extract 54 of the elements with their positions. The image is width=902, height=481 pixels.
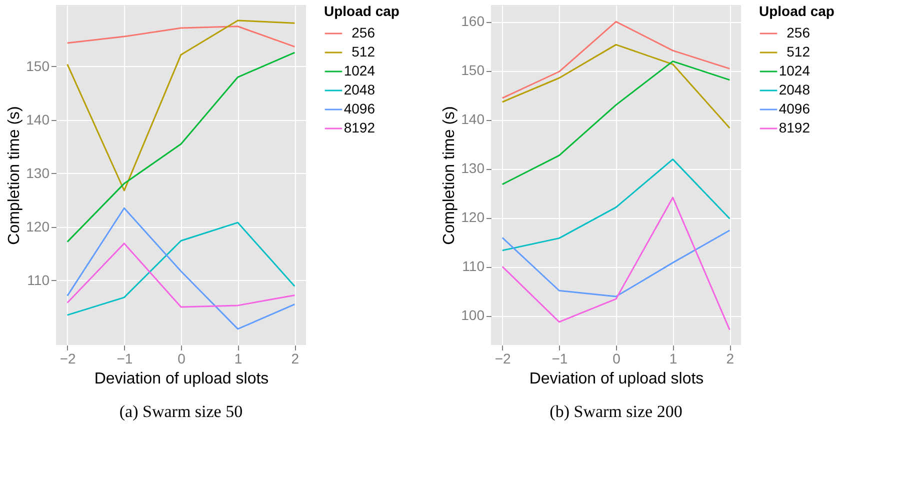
y-tick-label: 150 bbox=[461, 62, 485, 78]
x-tick-label: 0 bbox=[178, 350, 186, 366]
y-tick-label: 140 bbox=[26, 111, 50, 128]
x-tick-label: −2 bbox=[60, 350, 76, 366]
y-tick-label: 120 bbox=[461, 209, 485, 226]
legend-label: 256 bbox=[352, 24, 376, 40]
line-series bbox=[66, 52, 296, 243]
legend-label: 1024 bbox=[344, 62, 376, 78]
x-tick-label: 0 bbox=[612, 350, 621, 366]
y-tick-label: 110 bbox=[27, 272, 50, 288]
line-series bbox=[502, 44, 730, 129]
y-axis-title: Completion time (s) bbox=[441, 106, 458, 245]
line-series bbox=[502, 20, 730, 99]
x-axis-title: Deviation of upload slots bbox=[529, 370, 704, 388]
y-tick-label: 130 bbox=[26, 164, 50, 181]
legend-label: 8192 bbox=[778, 120, 810, 136]
x-axis-title: Deviation of upload slots bbox=[94, 370, 269, 388]
legend-label: 4096 bbox=[778, 100, 810, 116]
x-tick-label: 1 bbox=[234, 350, 242, 366]
x-tick-label: 1 bbox=[669, 350, 678, 366]
x-tick-label: −1 bbox=[116, 350, 133, 366]
legend-label: 2048 bbox=[344, 82, 376, 98]
text: (a) Swarm size 50 bbox=[119, 402, 243, 421]
legend-label: 2048 bbox=[778, 82, 810, 98]
legend-label: 4096 bbox=[344, 100, 376, 116]
legend-label: 256 bbox=[786, 24, 810, 40]
y-tick-label: 120 bbox=[26, 218, 50, 234]
line-series bbox=[502, 60, 730, 186]
legend-label: 512 bbox=[352, 44, 376, 60]
line-series bbox=[66, 20, 296, 192]
legend-title: Upload cap bbox=[324, 3, 400, 19]
y-tick-label: 150 bbox=[26, 58, 50, 74]
y-tick-label: 160 bbox=[461, 13, 485, 30]
line-series bbox=[502, 230, 730, 298]
line-series bbox=[66, 222, 296, 316]
legend-label: 8192 bbox=[344, 120, 376, 136]
x-tick-label: 2 bbox=[726, 350, 734, 366]
y-tick-label: 130 bbox=[461, 160, 485, 176]
legend-label: 512 bbox=[786, 44, 810, 60]
legend-label: 1024 bbox=[778, 62, 810, 78]
text: (b) Swarm size 200 bbox=[550, 402, 682, 421]
y-tick-label: 110 bbox=[462, 258, 485, 274]
line-series bbox=[66, 207, 296, 330]
line-series bbox=[502, 158, 730, 252]
y-tick-label: 140 bbox=[461, 111, 485, 128]
x-tick-label: 2 bbox=[291, 350, 300, 366]
legend-title: Upload cap bbox=[759, 3, 834, 19]
line-series bbox=[502, 196, 730, 331]
x-tick-label: −2 bbox=[494, 350, 512, 366]
x-tick-label: −1 bbox=[552, 350, 568, 366]
line-series bbox=[66, 242, 296, 308]
y-tick-label: 100 bbox=[461, 307, 485, 324]
line-series bbox=[66, 26, 296, 48]
y-axis-title: Completion time (s) bbox=[6, 106, 24, 245]
